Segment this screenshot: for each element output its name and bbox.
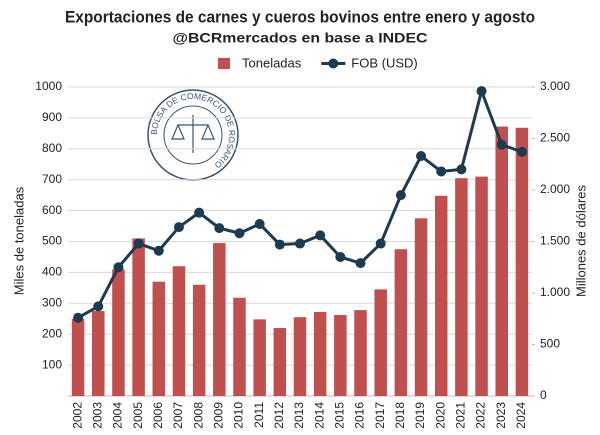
line-marker: [73, 312, 84, 323]
line-marker: [476, 86, 487, 97]
y2-axis-title: Millones de dólares: [573, 185, 588, 298]
legend-label: Toneladas: [242, 55, 302, 70]
y2-tick-label: 500: [540, 337, 560, 351]
y2-tick-label: 1.500: [540, 234, 570, 248]
y-tick-label: 500: [42, 234, 62, 248]
line-marker: [234, 228, 245, 239]
bar: [354, 310, 367, 396]
bar: [515, 127, 529, 397]
line-marker: [355, 258, 366, 269]
bar: [192, 284, 206, 396]
y2-tick-label: 2.000: [540, 182, 570, 196]
y-tick-label: 600: [42, 203, 62, 217]
line-marker: [375, 238, 386, 249]
legend-swatch: [328, 58, 339, 69]
x-tick-label: 2013: [292, 402, 306, 429]
x-tick-label: 2015: [333, 402, 347, 429]
bar: [172, 266, 186, 396]
x-tick-label: 2011: [252, 402, 266, 428]
x-tick-label: 2021: [454, 402, 468, 429]
bar: [71, 318, 85, 396]
y-tick-label: 200: [42, 326, 62, 340]
line-marker: [295, 238, 305, 249]
line-marker: [173, 222, 184, 233]
x-tick-label: 2005: [131, 402, 145, 429]
bar: [414, 218, 428, 396]
legend: Toneladas FOB (USD): [218, 55, 418, 70]
chart-subtitle: @BCRmercados en base a INDEC: [173, 30, 428, 46]
y2-tick-label: 1.000: [540, 285, 570, 299]
bar: [334, 315, 347, 396]
x-tick-label: 2022: [474, 402, 488, 429]
x-tick-label: 2004: [111, 402, 125, 429]
y-tick-label: 300: [42, 295, 62, 309]
x-tick-label: 2017: [373, 402, 387, 429]
x-tick-label: 2003: [90, 402, 104, 429]
y-tick-label: 400: [42, 265, 62, 279]
x-tick-label: 2014: [312, 402, 326, 429]
x-tick-label: 2008: [191, 402, 205, 429]
line-marker: [113, 262, 124, 273]
chart-title: Exportaciones de carnes y cueros bovinos…: [65, 7, 535, 26]
bar: [112, 269, 125, 396]
line-marker: [93, 301, 104, 312]
x-tick-label: 2020: [433, 402, 447, 429]
line-marker: [133, 238, 144, 249]
x-tick-label: 2018: [393, 402, 407, 429]
x-tick-label: 2007: [171, 402, 185, 429]
bar: [434, 195, 448, 396]
x-tick-label: 2016: [353, 402, 367, 429]
y2-tick-label: 2.500: [540, 131, 570, 145]
line-marker: [153, 245, 164, 256]
y2-tick-label: 3.000: [540, 79, 570, 93]
bar: [273, 328, 287, 396]
x-tick-label: 2009: [211, 402, 225, 429]
line-marker: [456, 164, 467, 175]
bar: [233, 297, 246, 396]
x-tick-label: 2023: [494, 402, 508, 429]
legend-swatch: [218, 58, 230, 69]
logo: BOLSA DE COMERCIO DE ROSARIO: [147, 89, 239, 181]
x-tick-label: 2024: [514, 402, 528, 429]
bar: [313, 311, 327, 396]
x-tick-label: 2010: [232, 402, 246, 429]
bar: [213, 243, 226, 396]
bar: [394, 249, 408, 396]
bar: [92, 311, 105, 396]
line-marker: [194, 207, 205, 218]
y-tick-label: 900: [42, 110, 62, 124]
legend-label: FOB (USD): [351, 55, 417, 70]
line-marker: [274, 239, 285, 250]
y-tick-label: 800: [42, 141, 62, 155]
y-tick-label: 1000: [35, 79, 62, 93]
bar: [253, 319, 266, 396]
bar: [293, 317, 307, 396]
line-marker: [335, 251, 346, 262]
y-tick-label: 100: [42, 357, 62, 371]
y-tick-label: 700: [42, 172, 62, 186]
x-tick-label: 2019: [413, 402, 427, 429]
x-tick-label: 2006: [151, 402, 165, 429]
line-marker: [254, 218, 265, 229]
line-marker: [214, 223, 225, 234]
bar: [152, 281, 166, 396]
bar: [455, 178, 468, 396]
line-marker: [416, 151, 427, 162]
y2-tick-label: 0: [540, 388, 547, 402]
bar: [132, 238, 145, 396]
line-marker: [395, 190, 406, 201]
line-marker: [516, 146, 527, 157]
x-tick-label: 2002: [70, 402, 84, 429]
line-marker: [315, 230, 326, 241]
x-tick-label: 2012: [272, 402, 286, 429]
y-axis-title: Miles de toneladas: [11, 186, 26, 295]
line-marker: [436, 166, 447, 177]
bar: [374, 289, 387, 396]
bar: [475, 176, 488, 396]
bar: [495, 126, 508, 396]
line-marker: [496, 139, 507, 150]
